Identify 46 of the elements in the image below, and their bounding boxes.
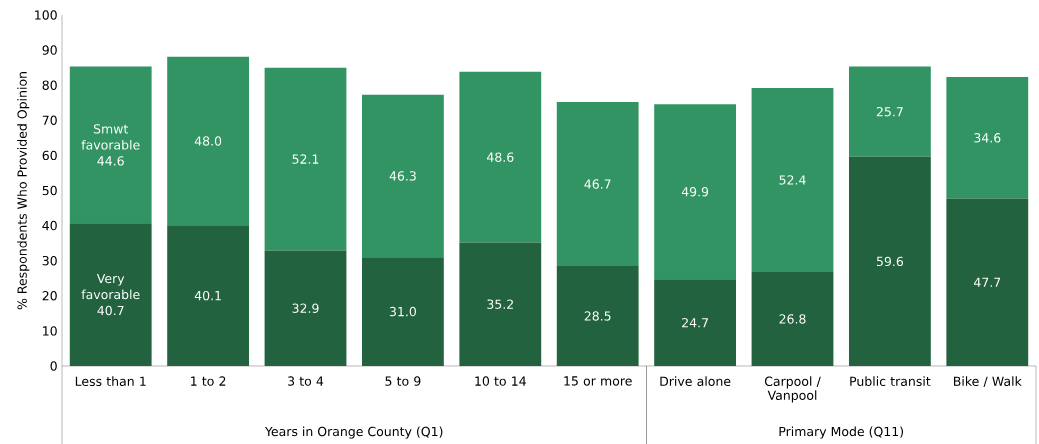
x-tick-label: 15 or more <box>564 376 632 386</box>
data-label: 25.7 <box>876 106 903 117</box>
x-tick-label: Public transit <box>850 376 931 386</box>
data-label: 46.3 <box>389 171 416 181</box>
series-label: Smwt favorable <box>81 124 140 150</box>
data-label: 44.6 <box>97 156 124 166</box>
series-label: Very favorable <box>81 273 140 300</box>
y-tick-label: 20 <box>42 290 57 301</box>
x-tick-label: 1 to 2 <box>191 376 226 386</box>
y-tick-label: 0 <box>50 361 57 371</box>
data-label: 40.1 <box>194 290 221 301</box>
text: Years in Orange County (Q1) <box>264 426 443 439</box>
data-label: 40.7 <box>97 305 124 316</box>
x-tick-label: 3 to 4 <box>288 376 324 386</box>
data-label: 52.1 <box>292 154 319 164</box>
data-label: 32.9 <box>292 303 319 313</box>
data-label: 48.6 <box>487 152 514 162</box>
data-label: 48.0 <box>194 136 222 146</box>
y-tick-label: 90 <box>42 45 57 55</box>
x-tick-label: Bike / Walk <box>954 376 1022 387</box>
x-tick-label: 10 to 14 <box>475 376 526 386</box>
data-label: 49.9 <box>681 186 709 197</box>
y-tick-label: 40 <box>42 220 57 231</box>
y-tick-label: 60 <box>42 150 57 161</box>
data-label: 52.4 <box>779 175 806 185</box>
data-label: 59.6 <box>876 256 904 267</box>
data-label: 47.7 <box>973 277 1001 287</box>
x-tick-label: Less than 1 <box>75 376 146 386</box>
text: Primary Mode (Q11) <box>779 426 904 439</box>
y-tick-label: 100 <box>35 10 57 20</box>
data-label: 46.7 <box>584 179 611 189</box>
y-tick-label: 70 <box>42 115 57 125</box>
data-label: 31.0 <box>389 306 416 317</box>
y-tick-label: 50 <box>42 185 57 196</box>
y-axis-title: % Respondents Who Provided Opinion <box>17 71 30 310</box>
y-tick-label: 30 <box>42 255 57 266</box>
x-tick-label: 5 to 9 <box>385 376 421 386</box>
data-label: 34.6 <box>974 133 1001 143</box>
data-label: 24.7 <box>682 317 708 328</box>
x-tick-label: Carpool / Vanpool <box>764 376 821 403</box>
data-label: 28.5 <box>584 311 611 321</box>
data-label: 26.8 <box>779 314 806 324</box>
y-tick-label: 10 <box>43 326 57 336</box>
y-tick-label: 80 <box>42 80 57 90</box>
x-tick-label: Drive alone <box>660 376 731 386</box>
data-label: 35.2 <box>487 299 513 309</box>
